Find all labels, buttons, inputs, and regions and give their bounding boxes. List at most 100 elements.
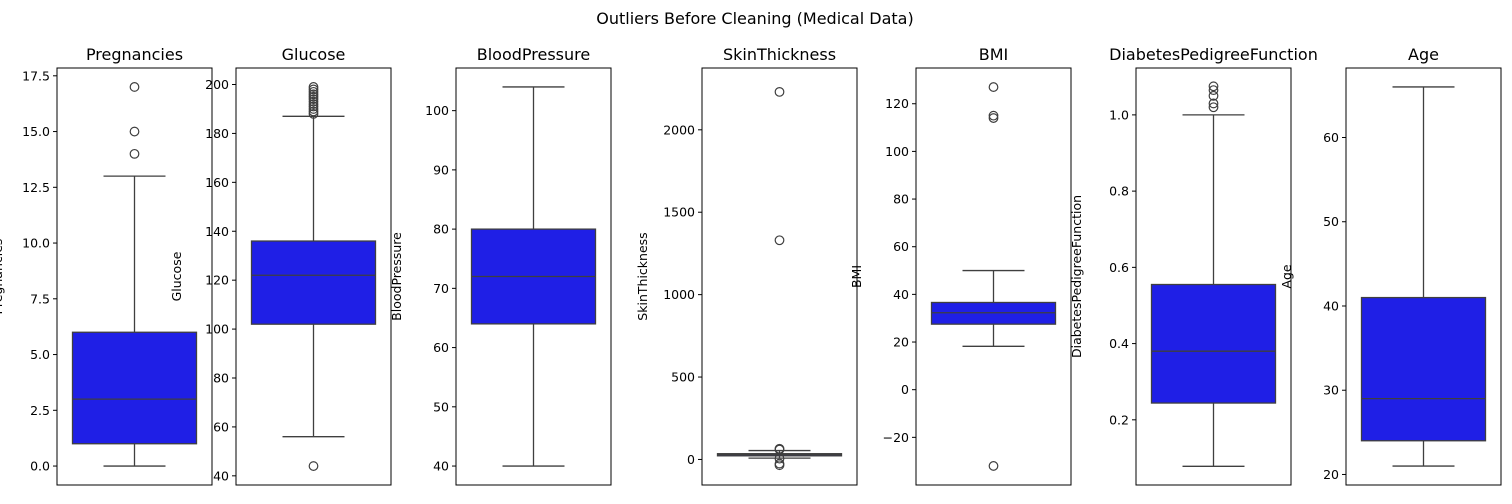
y-tick-label: 120 [205,273,229,288]
outlier-point [1208,90,1219,101]
outlier-point [129,126,140,137]
y-tick-label: 100 [205,322,229,337]
plot-frame [235,67,392,486]
y-tick-label: 30 [1323,383,1339,398]
outlier-point [308,94,319,105]
outlier-point [1208,98,1219,109]
y-tick-label: 10.0 [22,236,50,251]
outlier-point [988,82,999,92]
y-tick-label: 100 [885,144,909,159]
y-tick-label: 5.0 [30,347,50,362]
panel-title: SkinThickness [723,45,836,64]
outlier-point [129,82,140,92]
y-tick-label: 50 [1323,214,1339,229]
outlier-point [1208,102,1219,113]
iqr-box [1150,283,1277,404]
figure-title: Outliers Before Cleaning (Medical Data) [596,9,913,28]
y-tick-label: 120 [885,96,909,111]
y-tick-label: 0.6 [1109,260,1129,275]
outlier-point [988,461,999,471]
plot-frame [455,67,612,486]
y-tick-label: 180 [205,126,229,141]
outlier-point [308,461,319,471]
panel-title: BMI [979,45,1009,64]
y-tick-label: −20 [883,430,909,445]
y-tick-label: 160 [205,175,229,190]
iqr-box [250,240,377,325]
iqr-box [71,331,198,445]
y-tick-label: 80 [213,370,229,385]
outlier-point [774,235,785,246]
y-tick-label: 90 [433,162,449,177]
panel-title: Age [1408,45,1439,64]
y-tick-label: 40 [893,287,909,302]
outlier-point [988,113,999,123]
y-tick-label: 140 [205,224,229,239]
y-tick-label: 50 [433,399,449,414]
outlier-point [308,101,319,112]
y-axis-label: BMI [849,265,864,288]
y-tick-label: 17.5 [22,68,50,83]
y-tick-label: 20 [893,335,909,350]
y-axis-label: Age [1279,264,1294,288]
outlier-point [308,82,319,92]
outlier-point [774,86,785,97]
y-tick-label: 0 [687,452,695,467]
outlier-point [308,91,319,102]
y-tick-label: 0.0 [30,459,50,474]
panel-title: BloodPressure [477,45,590,64]
y-axis-label: Pregnancies [0,239,5,315]
y-axis-label: SkinThickness [635,232,650,320]
y-tick-label: 40 [433,459,449,474]
y-axis-label: DiabetesPedigreeFunction [1069,195,1084,358]
y-tick-label: 60 [213,419,229,434]
outlier-point [1208,85,1219,96]
y-tick-label: 1500 [663,205,695,220]
y-tick-label: 80 [893,192,909,207]
plot-frame [915,67,1072,486]
y-tick-label: 7.5 [30,291,50,306]
y-tick-label: 100 [425,103,449,118]
outlier-point [308,86,319,97]
panel-title: DiabetesPedigreeFunction [1109,45,1318,64]
outlier-point [1208,81,1219,92]
plot-frame [56,67,213,486]
outlier-point [308,104,319,114]
y-tick-label: 60 [893,239,909,254]
y-tick-label: 40 [213,468,229,483]
outlier-point [774,443,785,454]
y-tick-label: 80 [433,222,449,237]
outlier-point [774,458,785,469]
y-tick-label: 60 [1323,130,1339,145]
outlier-point [308,108,319,119]
outlier-point [308,106,319,117]
outlier-point [308,89,319,100]
outlier-point [129,148,140,159]
y-tick-label: 60 [433,340,449,355]
y-tick-label: 0 [901,382,909,397]
plot-frame [701,67,858,486]
y-axis-label: BloodPressure [389,232,404,321]
outlier-point [308,99,319,109]
y-tick-label: 0.4 [1109,336,1129,351]
outlier-point [308,84,319,95]
iqr-box [1360,296,1487,442]
y-tick-label: 0.2 [1109,412,1129,427]
y-tick-label: 40 [1323,298,1339,313]
y-tick-label: 70 [433,281,449,296]
plot-frame [1345,67,1502,486]
y-tick-label: 2.5 [30,403,50,418]
y-axis-label: Glucose [169,251,184,301]
y-tick-label: 2000 [663,122,695,137]
y-tick-label: 15.0 [22,124,50,139]
y-tick-label: 0.8 [1109,184,1129,199]
outlier-point [988,110,999,121]
y-tick-label: 12.5 [22,180,50,195]
outlier-point [308,96,319,107]
panel-title: Pregnancies [86,45,183,64]
panel-title: Glucose [282,45,346,64]
y-tick-label: 1.0 [1109,107,1129,122]
plot-frame [1135,67,1292,486]
